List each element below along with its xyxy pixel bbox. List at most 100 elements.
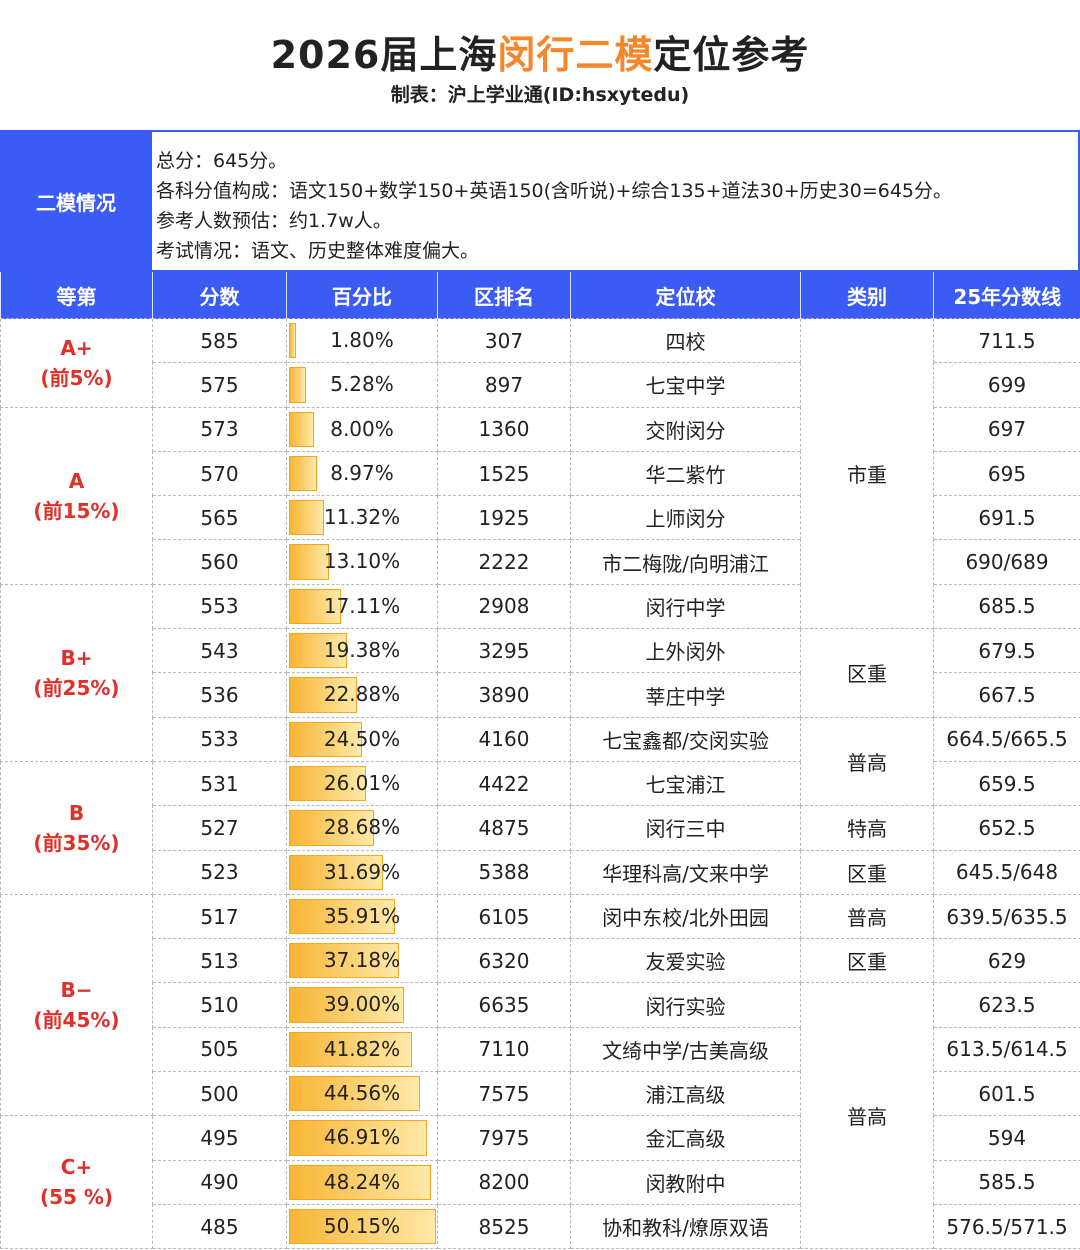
district-rank: 8525	[437, 1203, 571, 1250]
percent: 19.38%	[323, 638, 401, 663]
percent-bar	[289, 943, 399, 979]
cutoff-2025: 695	[933, 450, 1080, 497]
school: 友爱实验	[570, 938, 801, 984]
grade: A+	[60, 335, 93, 360]
category: 区重	[800, 938, 934, 984]
category: 特高	[800, 805, 934, 851]
score: 573	[152, 406, 287, 452]
percent-cell: 1.80%	[286, 317, 438, 364]
score: 517	[152, 893, 287, 940]
percent: 8.97%	[330, 460, 394, 485]
category: 普高	[800, 893, 934, 940]
score: 543	[152, 628, 287, 674]
percent: 22.88%	[323, 682, 401, 707]
district-rank: 307	[437, 317, 571, 364]
district-rank: 8200	[437, 1159, 571, 1205]
district-rank: 6320	[437, 938, 571, 984]
percent-wrap: 1.80%	[287, 319, 437, 362]
percent-wrap: 28.68%	[287, 806, 437, 849]
district-rank: 1525	[437, 450, 571, 497]
table-row: 513 37.18% 6320 友爱实验 区重 629	[1, 938, 1080, 984]
percent: 26.01%	[323, 770, 401, 795]
district-rank: 1925	[437, 495, 571, 541]
district-rank: 7975	[437, 1115, 571, 1161]
column-header: 百分比	[286, 272, 438, 319]
table-row: 575 5.28% 897 七宝中学 699	[1, 362, 1080, 408]
grade-note: (前25%)	[33, 675, 120, 700]
percent-wrap: 8.97%	[287, 452, 437, 495]
percent-bar	[289, 810, 375, 846]
column-header: 等第	[0, 272, 153, 319]
school: 金汇高级	[570, 1115, 801, 1161]
percent-wrap: 48.24%	[287, 1161, 437, 1204]
percent-bar	[289, 633, 348, 669]
cutoff-2025: 697	[933, 406, 1080, 452]
cutoff-2025: 652.5	[933, 805, 1080, 851]
grade: A	[68, 468, 85, 493]
grade-cell: B− (前45%)	[0, 893, 153, 1117]
percent-bar	[289, 854, 383, 890]
column-header: 区排名	[437, 272, 571, 319]
table-row: 570 8.97% 1525 华二紫竹 695	[1, 450, 1080, 497]
district-rank: 6105	[437, 893, 571, 940]
title-part: 定位参考	[653, 33, 810, 77]
cutoff-2025: 659.5	[933, 760, 1080, 807]
table-row: 485 50.15% 8525 协和教科/燎原双语 576.5/571.5	[1, 1203, 1080, 1250]
percent-wrap: 31.69%	[287, 851, 437, 894]
category: 区重	[800, 849, 934, 895]
district-rank: 6635	[437, 982, 571, 1028]
table-row: 500 44.56% 7575 浦江高级 601.5	[1, 1071, 1080, 1117]
percent: 35.91%	[323, 903, 401, 928]
cutoff-2025: 585.5	[933, 1159, 1080, 1205]
grade: B−	[60, 978, 93, 1003]
table-row: A (前15%) 573 8.00% 1360 交附闵分 697	[0, 406, 1080, 585]
score: 510	[152, 982, 287, 1028]
grade-cell: A+ (前5%)	[0, 318, 153, 408]
score: 575	[152, 362, 287, 408]
score: 570	[152, 450, 287, 497]
percent: 13.10%	[323, 549, 401, 574]
percent-cell: 46.91%	[286, 1115, 438, 1161]
district-rank: 897	[437, 362, 571, 408]
district-rank: 4875	[437, 805, 571, 851]
percent-bar	[289, 987, 405, 1023]
cutoff-2025: 639.5/635.5	[933, 893, 1080, 940]
school: 闵行实验	[570, 982, 801, 1028]
score: 553	[152, 583, 287, 630]
district-rank: 4160	[437, 716, 571, 762]
percent: 17.11%	[323, 593, 401, 618]
percent-cell: 41.82%	[286, 1026, 438, 1073]
score: 495	[152, 1115, 287, 1161]
table-row: 533 24.50% 4160 七宝鑫都/交闵实验 普高 664.5/665.5	[1, 716, 1080, 807]
cutoff-2025: 629	[933, 938, 1080, 984]
school: 闵中东校/北外田园	[570, 893, 801, 940]
percent-cell: 31.69%	[286, 849, 438, 895]
percent-cell: 37.18%	[286, 938, 438, 984]
grade-note: (前5%)	[40, 365, 113, 390]
percent: 37.18%	[323, 948, 401, 973]
cutoff-2025: 645.5/648	[933, 849, 1080, 895]
percent: 44.56%	[323, 1081, 401, 1106]
district-rank: 3890	[437, 672, 571, 718]
percent-cell: 8.00%	[286, 406, 438, 452]
cutoff-2025: 667.5	[933, 672, 1080, 718]
school: 浦江高级	[570, 1071, 801, 1117]
school: 七宝鑫都/交闵实验	[570, 716, 801, 762]
table-row: B (前35%) 531 26.01% 4422 七宝浦江 659.5	[0, 760, 1080, 895]
header-row: 等第 分数 百分比 区排名 定位校 类别 25年分数线	[0, 272, 1080, 319]
percent-cell: 22.88%	[286, 672, 438, 718]
percent-bar	[289, 1076, 421, 1112]
school: 市二梅陇/向明浦江	[570, 539, 801, 585]
score: 505	[152, 1026, 287, 1073]
title-highlight: 闵行二模	[497, 33, 654, 77]
title: 2026届上海闵行二模定位参考	[0, 24, 1080, 79]
cutoff-2025: 711.5	[933, 317, 1080, 364]
grade-cell: B+ (前25%)	[0, 583, 153, 762]
cutoff-2025: 690/689	[933, 539, 1080, 585]
category: 市重	[800, 317, 934, 630]
grade-cell: B (前35%)	[0, 760, 153, 895]
school: 上外闵外	[570, 628, 801, 674]
percent: 8.00%	[330, 416, 394, 441]
score: 536	[152, 672, 287, 718]
school: 七宝中学	[570, 362, 801, 408]
